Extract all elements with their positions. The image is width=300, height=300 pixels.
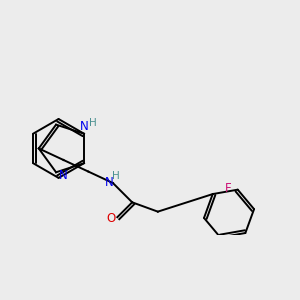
Text: N: N xyxy=(58,169,67,182)
Text: F: F xyxy=(225,182,232,195)
Text: N: N xyxy=(105,176,114,189)
Text: N: N xyxy=(80,120,89,134)
Text: H: H xyxy=(112,171,120,181)
Text: H: H xyxy=(89,118,97,128)
Text: O: O xyxy=(106,212,116,225)
